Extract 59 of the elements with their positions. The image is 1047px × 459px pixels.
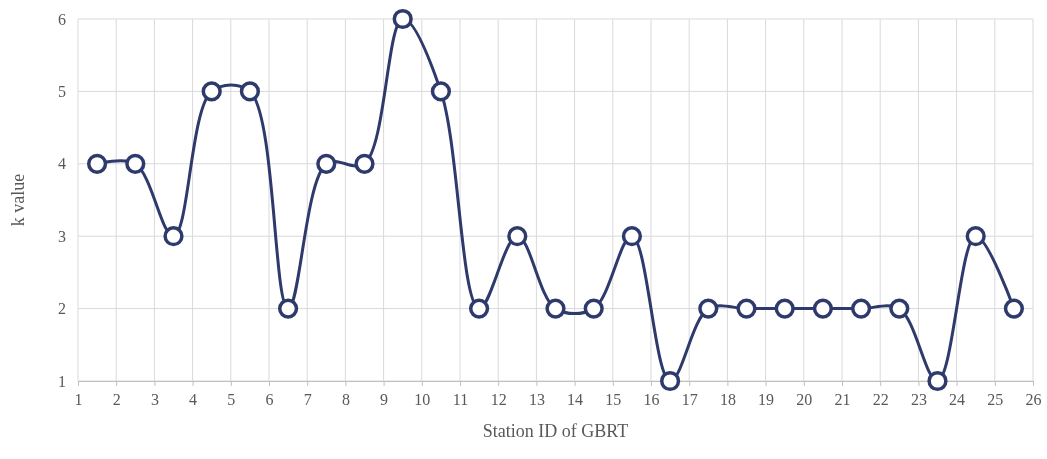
x-tick-label: 3 [150,391,159,408]
point [698,298,719,319]
x-tick-label: 16 [643,391,660,408]
x-axis-title: Station ID of GBRT [482,421,629,441]
y-tick-label: 2 [58,300,66,318]
point [889,298,910,319]
x-tick-label: 7 [303,391,312,408]
point [850,298,872,319]
x-tick-label: 4 [189,391,198,408]
point [965,226,986,247]
x-tick-label: 15 [605,391,622,408]
x-tick-label: 20 [796,391,813,408]
y-tick-label: 5 [58,83,66,101]
point [583,298,604,319]
x-tick-label: 23 [910,391,927,408]
x-tick-label: 14 [567,391,584,408]
point [163,226,184,247]
x-tick-label: 26 [1025,391,1042,408]
point [659,370,681,392]
x-tick-label: 9 [380,391,389,408]
point [468,298,490,319]
x-tick-label: 18 [719,391,736,408]
x-tick-label: 22 [872,391,889,408]
point [812,298,834,319]
x-tick-label: 25 [987,391,1004,408]
y-tick-label: 4 [58,155,66,173]
y-tick-label: 3 [58,227,66,245]
point [354,153,375,174]
y-axis-title: k value [8,173,28,227]
point [430,81,452,102]
point [927,370,948,392]
point [277,298,299,319]
point [507,226,528,247]
y-tick-label: 6 [58,10,66,28]
point [86,153,108,174]
point [774,298,795,319]
point [392,8,413,30]
x-tick-label: 17 [681,391,698,408]
point [1003,298,1025,319]
point [239,81,261,102]
x-tick-label: 2 [112,391,121,408]
point [316,153,337,174]
point [201,81,222,102]
x-tick-label: 5 [227,391,236,408]
x-tick-label: 6 [265,391,274,408]
y-tick-label: 1 [58,372,66,390]
x-tick-label: 8 [341,391,350,408]
point [621,226,643,247]
x-tick-label: 12 [490,391,507,408]
x-tick-label: 21 [834,391,851,408]
x-tick-label: 13 [528,391,545,408]
point [125,153,146,174]
x-tick-label: 24 [949,391,966,408]
point [736,298,757,319]
x-tick-label: 19 [758,391,775,408]
point [545,298,566,319]
x-tick-label: 1 [74,391,83,408]
x-tick-label: 10 [414,391,431,408]
x-tick-label: 11 [452,391,469,408]
